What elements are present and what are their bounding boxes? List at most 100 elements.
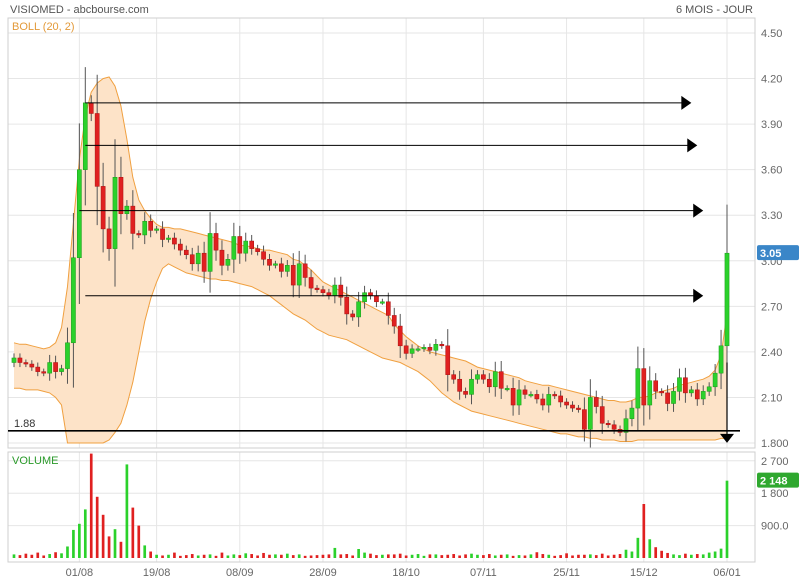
volume-bar-down: [404, 555, 408, 558]
volume-bar-up: [60, 553, 63, 558]
volume-bar-up: [196, 555, 200, 558]
volume-bar-down: [107, 536, 111, 558]
volume-bar-up: [226, 555, 230, 558]
volume-bar-down: [565, 553, 568, 558]
last-price-value: 3.05: [760, 248, 781, 260]
date-tick-label: 07/11: [470, 567, 497, 579]
annotation-arrow-head: [681, 95, 692, 110]
candle-up: [11, 357, 17, 363]
volume-bar-down: [499, 554, 503, 558]
candle-up: [677, 377, 682, 392]
candle-down: [106, 228, 112, 249]
price-tick-label: 3.30: [761, 210, 782, 222]
candle-up: [380, 301, 385, 304]
price-tick-label: 3.90: [761, 119, 782, 131]
volume-bar-up: [707, 552, 711, 558]
volume-bar-down: [137, 525, 141, 558]
volume-tick-label: 1 800: [761, 488, 789, 500]
volume-bar-down: [487, 554, 491, 558]
last-volume-badge: [757, 472, 799, 488]
candle-down: [94, 113, 100, 187]
volume-bar-up: [529, 554, 533, 558]
volume-bar-up: [48, 554, 51, 558]
candle-up: [635, 368, 641, 409]
volume-bar-down: [654, 547, 658, 558]
candle-up: [409, 348, 415, 354]
annotation-arrow-head: [687, 138, 698, 153]
price-tick-label: 1.800: [761, 438, 789, 450]
candle-down: [17, 357, 23, 363]
volume-bar-down: [303, 555, 307, 558]
volume-bar-down: [131, 507, 135, 558]
candle-down: [302, 263, 308, 278]
candle-up: [166, 237, 171, 240]
volume-bar-up: [422, 555, 426, 558]
candle-down: [599, 406, 605, 424]
candle-down: [118, 177, 124, 214]
volume-bar-down: [250, 554, 254, 558]
candle-down: [570, 404, 575, 409]
volume-bar-down: [42, 555, 46, 558]
volume-bar-up: [72, 529, 75, 558]
volume-bar-down: [482, 555, 485, 558]
volume-bar-up: [78, 523, 81, 558]
candle-down: [611, 424, 617, 430]
date-tick-label: 08/09: [226, 567, 254, 579]
candle-down: [498, 371, 504, 389]
candle-down: [219, 249, 225, 266]
volume-bar-down: [577, 554, 580, 558]
candle-up: [724, 252, 730, 347]
candle-down: [564, 401, 569, 406]
volume-bar-up: [357, 549, 360, 558]
candle-down: [261, 251, 266, 260]
volume-bar-up: [363, 552, 366, 558]
candle-up: [47, 362, 52, 374]
volume-bar-down: [559, 555, 562, 558]
candle-down: [445, 345, 451, 375]
volume-bar-up: [143, 545, 147, 558]
price-tick-label: 4.20: [761, 74, 782, 86]
candle-up: [706, 386, 712, 392]
candle-up: [124, 205, 130, 214]
volume-bar-up: [701, 554, 705, 558]
volume-bar-down: [375, 555, 378, 558]
volume-bar-down: [618, 554, 622, 558]
candle-up: [207, 233, 213, 272]
candle-down: [694, 389, 700, 400]
candle-down: [23, 362, 29, 365]
volume-bar-down: [89, 453, 93, 558]
volume-bar-up: [476, 554, 479, 558]
candle-down: [605, 423, 611, 426]
volume-bar-down: [119, 541, 123, 558]
candle-down: [279, 263, 284, 272]
candle-up: [65, 342, 70, 369]
volume-bar-down: [428, 554, 432, 558]
volume-bar-down: [351, 555, 355, 558]
candle-up: [225, 259, 231, 266]
candle-down: [255, 248, 260, 252]
candle-down: [653, 380, 659, 392]
candle-up: [415, 348, 421, 351]
period-label: 6 MOIS - JOUR: [676, 4, 753, 16]
volume-bar-up: [719, 548, 723, 558]
volume-bar-down: [220, 552, 224, 558]
candle-up: [469, 378, 474, 395]
candle-up: [59, 368, 64, 372]
candlesticks: [11, 67, 730, 448]
candle-up: [332, 284, 338, 296]
candle-up: [516, 389, 522, 406]
candle-up: [154, 228, 159, 231]
annotation-arrows: [79, 95, 704, 303]
candle-down: [540, 398, 546, 406]
volume-bar-down: [458, 555, 461, 558]
volume-bar-down: [553, 555, 557, 558]
candle-down: [397, 325, 403, 347]
volume-bar-down: [695, 554, 699, 558]
volume-bar-down: [398, 553, 402, 558]
volume-bar-down: [369, 553, 372, 558]
volume-bar-down: [184, 555, 188, 558]
volume-bar-up: [274, 554, 277, 558]
candle-up: [195, 252, 201, 265]
volume-bar-down: [190, 554, 194, 558]
